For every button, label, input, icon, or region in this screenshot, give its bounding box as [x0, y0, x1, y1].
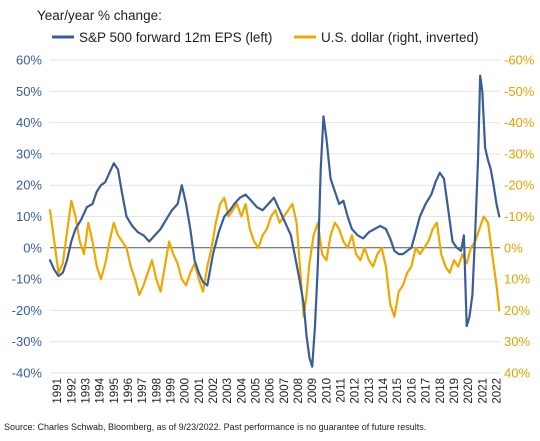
x-tick-label: 2013: [364, 378, 376, 404]
x-tick-label: 2020: [463, 378, 475, 404]
x-tick-label: 2009: [307, 378, 319, 404]
x-tick-label: 2008: [293, 378, 305, 404]
right-tick-label: -40%: [504, 115, 535, 130]
right-tick-label: -30%: [504, 146, 535, 161]
left-tick-label: -10%: [12, 272, 43, 287]
right-tick-label: -20%: [504, 178, 535, 193]
x-tick-label: 2012: [350, 378, 362, 404]
right-tick-label: 30%: [504, 334, 530, 349]
x-tick-label: 1997: [137, 378, 149, 404]
x-tick-label: 2010: [321, 378, 333, 404]
x-tick-label: 2007: [279, 378, 291, 404]
x-tick-label: 1998: [151, 378, 163, 404]
left-tick-label: 10%: [16, 209, 42, 224]
right-tick-label: 10%: [504, 272, 530, 287]
x-tick-label: 2011: [336, 378, 348, 403]
chart-title: Year/year % change:: [37, 8, 162, 23]
series: [48, 74, 501, 368]
x-tick-label: 2015: [392, 378, 404, 404]
x-tick-label: 1994: [95, 377, 107, 403]
x-tick-label: 2000: [180, 378, 192, 404]
left-tick-label: 0%: [23, 240, 42, 255]
left-tick-label: 60%: [16, 53, 42, 68]
x-tick-label: 2021: [477, 378, 489, 404]
x-tick-label: 1999: [165, 378, 177, 404]
left-tick-label: 20%: [16, 178, 42, 193]
right-tick-label: 0%: [504, 240, 523, 255]
x-tick-label: 1995: [109, 378, 121, 404]
source-note: Source: Charles Schwab, Bloomberg, as of…: [4, 422, 426, 432]
series-line-eps: [48, 74, 501, 368]
x-tick-label: 1991: [52, 378, 64, 404]
x-tick-label: 1996: [123, 378, 135, 404]
legend: S&P 500 forward 12m EPS (left) U.S. doll…: [52, 30, 479, 45]
x-tick-label: 2006: [265, 378, 277, 404]
x-tick-label: 2005: [251, 378, 263, 404]
left-axis-ticks: 60% 50% 40% 30% 20% 10% 0% -10% -20% -30% -40%: [12, 53, 43, 381]
left-tick-label: 50%: [16, 84, 42, 99]
legend-label-dollar: U.S. dollar (right, inverted): [321, 30, 479, 45]
right-axis-ticks: -60% -50% -40% -30% -20% -10% 0% 10% 20% 30% 40%: [504, 53, 535, 381]
x-tick-label: 2019: [449, 378, 461, 404]
left-tick-label: 40%: [16, 115, 42, 130]
series-line-dollar: [48, 196, 501, 318]
x-tick-label: 2016: [406, 378, 418, 404]
left-tick-label: -40%: [12, 366, 43, 381]
right-tick-label: -10%: [504, 209, 535, 224]
x-tick-label: 2022: [491, 378, 503, 404]
left-tick-label: 30%: [16, 146, 42, 161]
x-tick-label: 2003: [222, 378, 234, 404]
left-tick-label: -30%: [12, 334, 43, 349]
x-tick-label: 2017: [421, 378, 433, 404]
right-tick-label: 20%: [504, 303, 530, 318]
x-axis-ticks: 1991 1992 1993 1994 1995 1996 1997 1998 1999 2000…: [52, 377, 503, 403]
right-tick-label: 40%: [504, 366, 530, 381]
grid: [50, 59, 500, 374]
legend-label-eps: S&P 500 forward 12m EPS (left): [79, 30, 272, 45]
x-tick-label: 2001: [194, 378, 206, 404]
left-tick-label: -20%: [12, 303, 43, 318]
x-tick-label: 1993: [80, 378, 92, 404]
x-tick-label: 2018: [435, 378, 447, 404]
right-tick-label: -50%: [504, 84, 535, 99]
x-tick-label: 2002: [208, 378, 220, 404]
x-tick-label: 2004: [236, 377, 248, 403]
x-tick-label: 2014: [378, 377, 390, 403]
x-tick-label: 1992: [66, 378, 78, 404]
right-tick-label: -60%: [504, 53, 535, 68]
